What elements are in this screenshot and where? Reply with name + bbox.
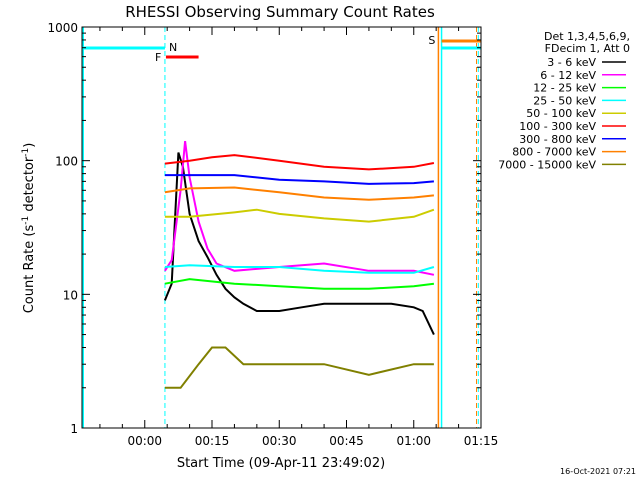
series-line xyxy=(164,154,435,171)
time-flag-lines xyxy=(82,27,479,428)
chart-title: RHESSI Observing Summary Count Rates xyxy=(125,3,435,21)
saa-flag-label: S xyxy=(428,34,435,47)
x-tick-label: 00:15 xyxy=(195,434,230,448)
axis-ticks: 1 10 100 1000 00:00 00:15 00:30 00:45 01:00 01:15 xyxy=(47,21,498,448)
flag-markers: NF S xyxy=(82,34,481,64)
series-line xyxy=(164,208,435,223)
legend-entry-label: 300 - 800 keV xyxy=(519,133,596,146)
x-axis-label: Start Time (09-Apr-11 23:49:02) xyxy=(177,456,385,471)
series-lines xyxy=(163,140,435,389)
x-tick-label: 00:45 xyxy=(329,434,364,448)
legend-entry-label: 100 - 300 keV xyxy=(519,120,596,133)
legend-entry-label: 6 - 12 keV xyxy=(540,69,596,82)
legend-header-line-1: Det 1,3,4,5,6,9, xyxy=(544,30,630,43)
x-tick-label: 01:15 xyxy=(464,434,499,448)
legend-entry-label: 25 - 50 keV xyxy=(533,94,596,107)
plot-frame xyxy=(81,26,482,429)
flare-flag-label: F xyxy=(155,51,161,64)
legend-entry-label: 12 - 25 keV xyxy=(533,82,596,95)
legend-header-line-2: FDecim 1, Att 0 xyxy=(545,42,630,55)
y-tick-label: 100 xyxy=(55,155,78,169)
series-line xyxy=(164,140,435,276)
legend-entry-label: 7000 - 15000 keV xyxy=(498,158,596,171)
y-tick-label: 1000 xyxy=(47,21,78,35)
legend-entry-label: 50 - 100 keV xyxy=(526,107,596,120)
night-flag-label: N xyxy=(169,41,177,54)
legend-entry-label: 800 - 7000 keV xyxy=(512,146,596,159)
series-line xyxy=(164,278,435,290)
x-tick-label: 01:00 xyxy=(396,434,431,448)
series-line xyxy=(163,152,435,336)
legend: Det 1,3,4,5,6,9, FDecim 1, Att 0 3 - 6 k… xyxy=(498,30,630,171)
generation-timestamp: 16-Oct-2021 07:21 xyxy=(560,467,636,476)
y-tick-label: 10 xyxy=(63,288,78,302)
series-line xyxy=(164,264,435,274)
x-tick-label: 00:30 xyxy=(262,434,297,448)
series-line xyxy=(164,346,434,389)
series-line xyxy=(164,174,434,185)
x-tick-label: 00:00 xyxy=(127,434,162,448)
series-line xyxy=(164,186,435,201)
y-axis-label: Count Rate (s-1 detector-1) xyxy=(21,143,37,314)
y-tick-label: 1 xyxy=(70,422,78,436)
legend-entry-label: 3 - 6 keV xyxy=(547,56,596,69)
